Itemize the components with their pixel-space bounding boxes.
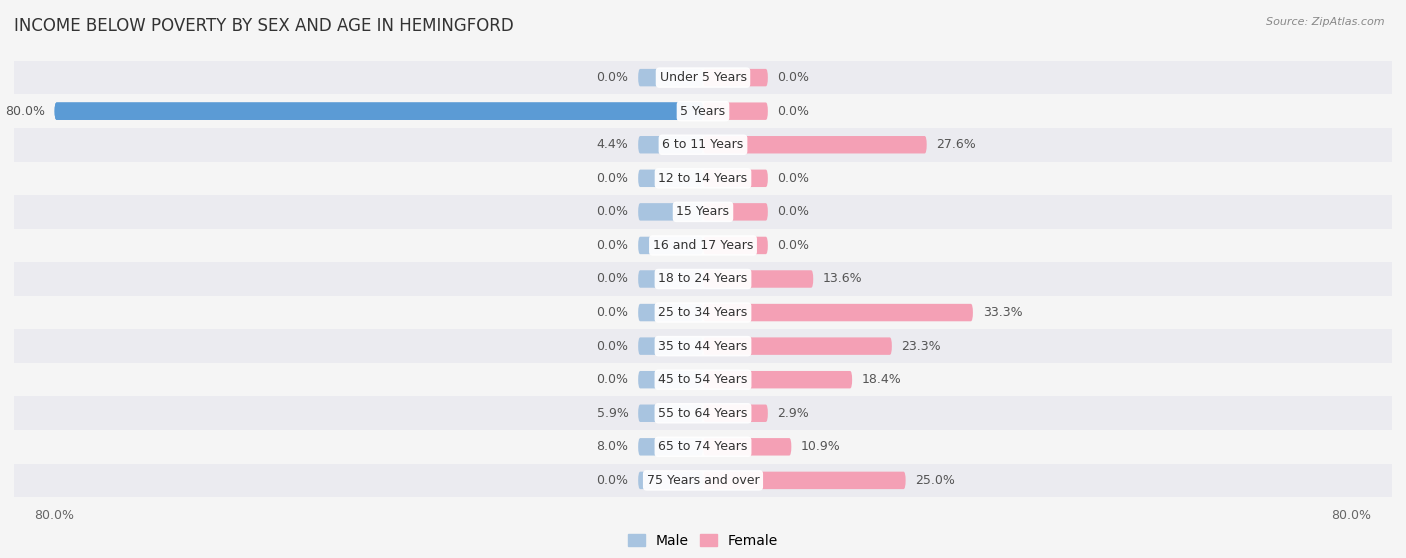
Text: 0.0%: 0.0% [596,306,628,319]
FancyBboxPatch shape [638,304,703,321]
Text: INCOME BELOW POVERTY BY SEX AND AGE IN HEMINGFORD: INCOME BELOW POVERTY BY SEX AND AGE IN H… [14,17,513,35]
FancyBboxPatch shape [703,69,768,86]
Text: 5 Years: 5 Years [681,105,725,118]
Text: 0.0%: 0.0% [778,172,810,185]
Text: 65 to 74 Years: 65 to 74 Years [658,440,748,453]
FancyBboxPatch shape [638,69,703,86]
Text: 0.0%: 0.0% [596,172,628,185]
Bar [14,61,1392,94]
Text: 0.0%: 0.0% [596,340,628,353]
Bar [14,94,1392,128]
Bar [14,363,1392,397]
Text: 23.3%: 23.3% [901,340,941,353]
Text: 0.0%: 0.0% [778,205,810,218]
Bar [14,464,1392,497]
Text: 0.0%: 0.0% [596,71,628,84]
FancyBboxPatch shape [703,270,813,288]
FancyBboxPatch shape [638,338,703,355]
Bar [14,195,1392,229]
FancyBboxPatch shape [703,136,927,153]
Text: 18.4%: 18.4% [862,373,901,386]
Text: 4.4%: 4.4% [596,138,628,151]
Text: 13.6%: 13.6% [823,272,863,286]
Text: 75 Years and over: 75 Years and over [647,474,759,487]
FancyBboxPatch shape [703,304,973,321]
FancyBboxPatch shape [638,371,703,388]
Bar [14,430,1392,464]
Text: 0.0%: 0.0% [778,239,810,252]
Text: 33.3%: 33.3% [983,306,1022,319]
Text: 15 Years: 15 Years [676,205,730,218]
FancyBboxPatch shape [703,338,891,355]
FancyBboxPatch shape [55,103,703,120]
Text: 18 to 24 Years: 18 to 24 Years [658,272,748,286]
FancyBboxPatch shape [638,237,703,254]
Text: 45 to 54 Years: 45 to 54 Years [658,373,748,386]
FancyBboxPatch shape [703,237,768,254]
FancyBboxPatch shape [55,103,703,120]
Bar [14,262,1392,296]
Bar [14,397,1392,430]
FancyBboxPatch shape [703,203,768,220]
Text: 0.0%: 0.0% [596,373,628,386]
FancyBboxPatch shape [703,472,905,489]
Text: 0.0%: 0.0% [596,474,628,487]
FancyBboxPatch shape [703,170,768,187]
Bar [14,161,1392,195]
FancyBboxPatch shape [638,170,703,187]
Text: 25.0%: 25.0% [915,474,955,487]
FancyBboxPatch shape [703,103,768,120]
Text: 10.9%: 10.9% [801,440,841,453]
FancyBboxPatch shape [638,405,703,422]
Text: 16 and 17 Years: 16 and 17 Years [652,239,754,252]
Text: Source: ZipAtlas.com: Source: ZipAtlas.com [1267,17,1385,27]
Text: 25 to 34 Years: 25 to 34 Years [658,306,748,319]
Text: 0.0%: 0.0% [778,105,810,118]
FancyBboxPatch shape [638,203,703,220]
FancyBboxPatch shape [703,405,768,422]
Text: 55 to 64 Years: 55 to 64 Years [658,407,748,420]
Text: 0.0%: 0.0% [596,205,628,218]
Text: 12 to 14 Years: 12 to 14 Years [658,172,748,185]
FancyBboxPatch shape [638,270,703,288]
Text: 35 to 44 Years: 35 to 44 Years [658,340,748,353]
FancyBboxPatch shape [638,472,703,489]
FancyBboxPatch shape [703,371,852,388]
Bar [14,229,1392,262]
Bar [14,329,1392,363]
Text: 0.0%: 0.0% [596,272,628,286]
Text: 80.0%: 80.0% [4,105,45,118]
FancyBboxPatch shape [703,438,792,455]
Text: 27.6%: 27.6% [936,138,976,151]
Text: 0.0%: 0.0% [596,239,628,252]
Text: Under 5 Years: Under 5 Years [659,71,747,84]
Text: 2.9%: 2.9% [778,407,810,420]
Bar [14,128,1392,161]
Text: 6 to 11 Years: 6 to 11 Years [662,138,744,151]
Legend: Male, Female: Male, Female [623,528,783,554]
Text: 5.9%: 5.9% [596,407,628,420]
Text: 0.0%: 0.0% [778,71,810,84]
FancyBboxPatch shape [638,136,703,153]
Bar [14,296,1392,329]
FancyBboxPatch shape [638,438,703,455]
Text: 8.0%: 8.0% [596,440,628,453]
